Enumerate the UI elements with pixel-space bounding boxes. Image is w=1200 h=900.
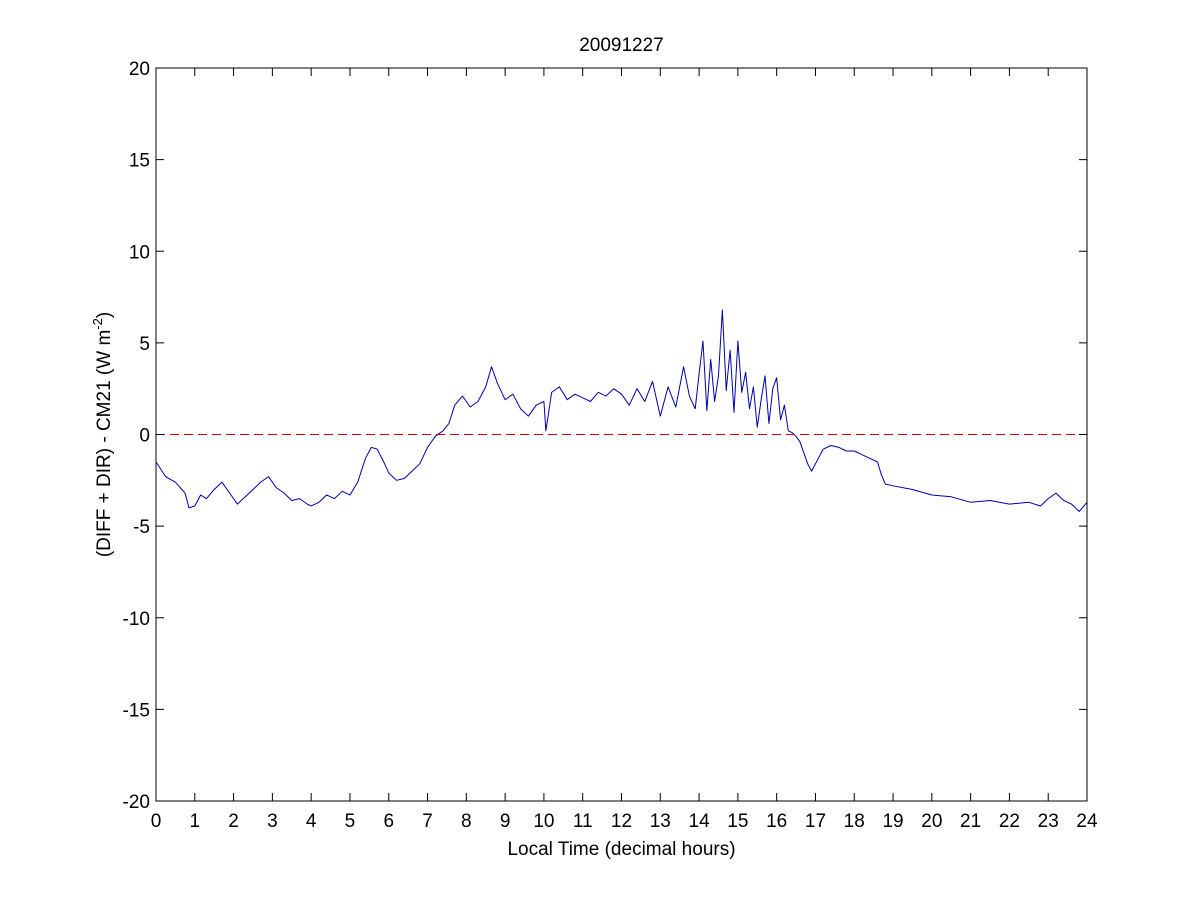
x-tick-label: 7 [422, 811, 433, 832]
x-tick-label: 4 [306, 811, 317, 832]
x-tick-label: 8 [461, 811, 472, 832]
x-tick-label: 9 [500, 811, 511, 832]
y-tick-label: 10 [129, 242, 150, 263]
x-tick-label: 0 [151, 811, 162, 832]
x-tick-label: 23 [1038, 811, 1059, 832]
tick-layer: 0 1 2 3 4 5 6 7 8 9 10 11 12 13 14 15 16 17 18 19 20 21 22 23 24… [123, 59, 1098, 832]
chart-title: 20091227 [579, 35, 664, 56]
x-tick-label: 2 [228, 811, 239, 832]
y-axis-label-superscript: -2 [90, 318, 105, 330]
x-tick-label: 15 [727, 811, 748, 832]
y-tick-label: -10 [123, 609, 150, 630]
x-tick-label: 3 [267, 811, 278, 832]
irradiance-difference-line [155, 309, 1088, 512]
x-tick-label: 14 [689, 811, 711, 832]
y-axis-label: (DIFF + DIR) - CM21 (W m-2) [90, 312, 115, 557]
x-tick-label: 5 [345, 811, 356, 832]
x-tick-label: 17 [805, 811, 826, 832]
x-tick-label: 19 [882, 811, 903, 832]
x-tick-label: 12 [611, 811, 632, 832]
x-tick-label: 11 [573, 811, 593, 832]
x-tick-label: 1 [190, 811, 201, 832]
y-tick-label: -20 [123, 792, 150, 813]
x-tick-label: 6 [383, 811, 394, 832]
y-tick-label: 15 [129, 151, 150, 172]
x-tick-label: 16 [766, 811, 787, 832]
y-axis-label-main: (DIFF + DIR) - CM21 (W m [94, 330, 115, 557]
series-layer [155, 309, 1088, 512]
y-tick-label: 20 [129, 59, 150, 80]
y-axis-label-closing: ) [94, 312, 115, 318]
x-axis-label: Local Time (decimal hours) [507, 839, 735, 860]
x-tick-label: 13 [650, 811, 671, 832]
x-tick-label: 20 [921, 811, 942, 832]
y-tick-label: 5 [139, 334, 150, 355]
y-tick-label: -15 [123, 700, 150, 721]
x-tick-label: 24 [1076, 811, 1098, 832]
x-tick-label: 21 [960, 811, 981, 832]
y-tick-label: -5 [133, 517, 150, 538]
x-tick-label: 22 [999, 811, 1020, 832]
y-tick-label: 0 [139, 426, 150, 447]
x-tick-label: 18 [844, 811, 865, 832]
x-tick-label: 10 [533, 811, 554, 832]
